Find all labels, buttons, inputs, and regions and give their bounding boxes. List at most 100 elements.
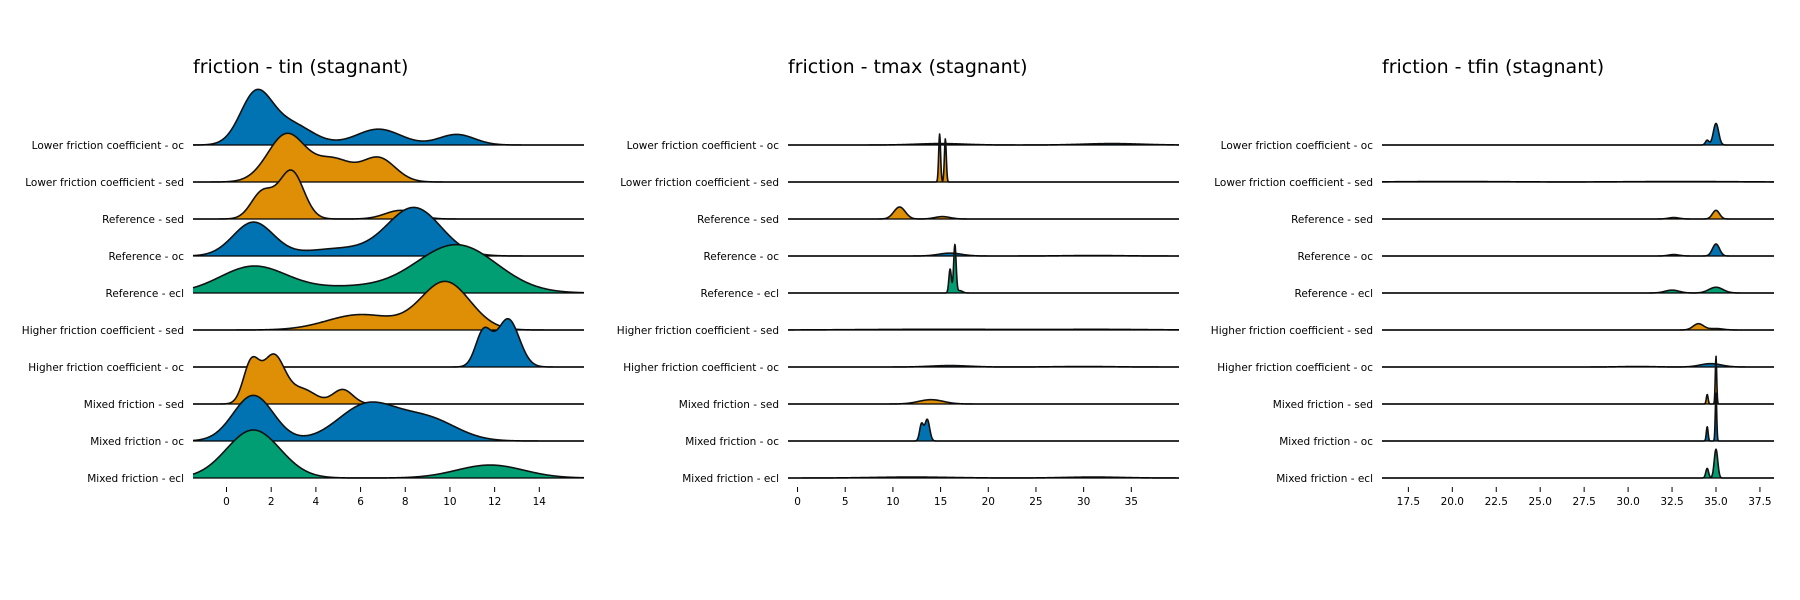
panel-title: friction - tin (stagnant): [193, 56, 408, 78]
panel-tmax: friction - tmax (stagnant) Lower friction…: [617, 56, 1180, 508]
panel-title: friction - tfin (stagnant): [1382, 56, 1604, 78]
x-axis: 0 5 10 15 20 25 30 35: [794, 487, 1138, 508]
ridge-outline: [787, 243, 1180, 294]
x-tick-label: 6: [357, 496, 364, 508]
x-tick-label: 8: [402, 496, 409, 508]
row-label: Higher friction coefficient - oc: [28, 362, 184, 374]
ridge-area: [193, 170, 584, 219]
ridge-9: Mixed friction - oc: [685, 418, 1180, 448]
ridge-area: [1382, 287, 1774, 293]
ridge-2: Lower friction coefficient - sed: [1214, 177, 1775, 189]
x-tick-label: 5: [842, 496, 849, 508]
row-label: Reference - oc: [1297, 251, 1373, 263]
ridge-7: Higher friction coefficient - oc: [1217, 362, 1775, 374]
row-label: Reference - oc: [108, 251, 184, 263]
ridge-area: [1382, 244, 1774, 256]
ridge-10: Mixed friction - ecl: [682, 473, 1180, 485]
row-label: Lower friction coefficient - sed: [1214, 177, 1373, 189]
x-tick-label: 27.5: [1572, 496, 1595, 508]
x-tick-label: 32.5: [1660, 496, 1683, 508]
ridge-5: Reference - ecl: [106, 243, 585, 300]
ridge-outline: [1381, 392, 1775, 442]
row-label: Mixed friction - oc: [1279, 436, 1373, 448]
row-label: Reference - ecl: [701, 288, 780, 300]
row-label: Lower friction coefficient - oc: [1221, 140, 1374, 152]
row-label: Higher friction coefficient - sed: [22, 325, 184, 337]
ridge-6: Higher friction coefficient - sed: [617, 325, 1180, 337]
panel-tfin: friction - tfin (stagnant) Lower friction…: [1211, 56, 1775, 508]
ridge-8: Mixed friction - sed: [679, 398, 1180, 411]
ridge-outline: [1381, 322, 1775, 331]
row-label: Lower friction coefficient - sed: [620, 177, 779, 189]
ridge-2: Lower friction coefficient - sed: [620, 133, 1180, 189]
row-label: Mixed friction - sed: [1273, 399, 1373, 411]
ridge-7: Higher friction coefficient - oc: [28, 317, 585, 374]
ridge-area: [193, 281, 584, 330]
x-tick-label: 14: [533, 496, 547, 508]
ridge-4: Reference - oc: [703, 251, 1180, 263]
row-label: Mixed friction - ecl: [682, 473, 779, 485]
row-label: Higher friction coefficient - sed: [1211, 325, 1373, 337]
row-label: Mixed friction - ecl: [1276, 473, 1373, 485]
row-label: Mixed friction - oc: [90, 436, 184, 448]
x-tick-label: 2: [268, 496, 275, 508]
x-tick-label: 20: [982, 496, 995, 508]
ridge-7: Higher friction coefficient - oc: [623, 362, 1180, 374]
ridge-5: Reference - ecl: [701, 243, 1180, 300]
x-tick-label: 22.5: [1485, 496, 1508, 508]
x-tick-label: 30.0: [1616, 496, 1639, 508]
ridge-1: Lower friction coefficient - oc: [32, 88, 585, 152]
row-label: Mixed friction - sed: [84, 399, 184, 411]
ridge-area: [788, 207, 1179, 219]
ridge-area: [193, 430, 584, 478]
ridge-outline: [787, 398, 1180, 405]
ridge-outline: [787, 133, 1180, 183]
x-tick-label: 25: [1029, 496, 1042, 508]
x-tick-label: 17.5: [1397, 496, 1420, 508]
ridge-area: [788, 244, 1179, 293]
row-label: Mixed friction - oc: [685, 436, 779, 448]
x-tick-label: 15: [934, 496, 947, 508]
ridge-1: Lower friction coefficient - oc: [1221, 122, 1775, 152]
ridge-4: Reference - oc: [1297, 243, 1775, 263]
row-label: Reference - ecl: [106, 288, 185, 300]
x-tick-label: 12: [488, 496, 501, 508]
ridge-outline: [787, 206, 1180, 220]
row-label: Higher friction coefficient - oc: [623, 362, 779, 374]
ridge-3: Reference - sed: [102, 169, 585, 226]
row-label: Higher friction coefficient - sed: [617, 325, 779, 337]
ridge-6: Higher friction coefficient - sed: [22, 280, 585, 337]
ridge-4: Reference - oc: [108, 206, 585, 263]
x-tick-label: 37.5: [1748, 496, 1771, 508]
row-label: Lower friction coefficient - oc: [627, 140, 780, 152]
ridge-area: [788, 134, 1179, 182]
ridge-outline: [192, 243, 585, 294]
row-label: Mixed friction - sed: [679, 399, 779, 411]
x-tick-label: 10: [443, 496, 456, 508]
ridge-10: Mixed friction - ecl: [87, 429, 585, 485]
row-label: Reference - sed: [697, 214, 779, 226]
ridge-area: [1382, 210, 1774, 219]
ridge-5: Reference - ecl: [1295, 286, 1775, 300]
ridge-3: Reference - sed: [697, 206, 1180, 226]
row-label: Reference - sed: [1291, 214, 1373, 226]
row-label: Reference - oc: [703, 251, 779, 263]
x-tick-label: 0: [794, 496, 801, 508]
x-tick-label: 20.0: [1441, 496, 1464, 508]
ridge-9: Mixed friction - oc: [1279, 392, 1775, 448]
ridge-1: Lower friction coefficient - oc: [627, 140, 1180, 152]
ridge-8: Mixed friction - sed: [1273, 355, 1775, 411]
ridge-outline: [787, 418, 1180, 442]
row-label: Reference - sed: [102, 214, 184, 226]
row-label: Mixed friction - ecl: [87, 473, 184, 485]
ridge-area: [193, 318, 584, 367]
row-label: Higher friction coefficient - oc: [1217, 362, 1373, 374]
ridge-area: [1382, 323, 1774, 330]
ridge-area: [193, 353, 584, 404]
row-label: Lower friction coefficient - sed: [25, 177, 184, 189]
row-label: Reference - ecl: [1295, 288, 1374, 300]
ridge-area: [193, 395, 584, 441]
x-axis: 17.5 20.0 22.5 25.0 27.5 30.0 32.5 35.0 37.5: [1397, 487, 1772, 508]
x-tick-label: 35.0: [1704, 496, 1727, 508]
